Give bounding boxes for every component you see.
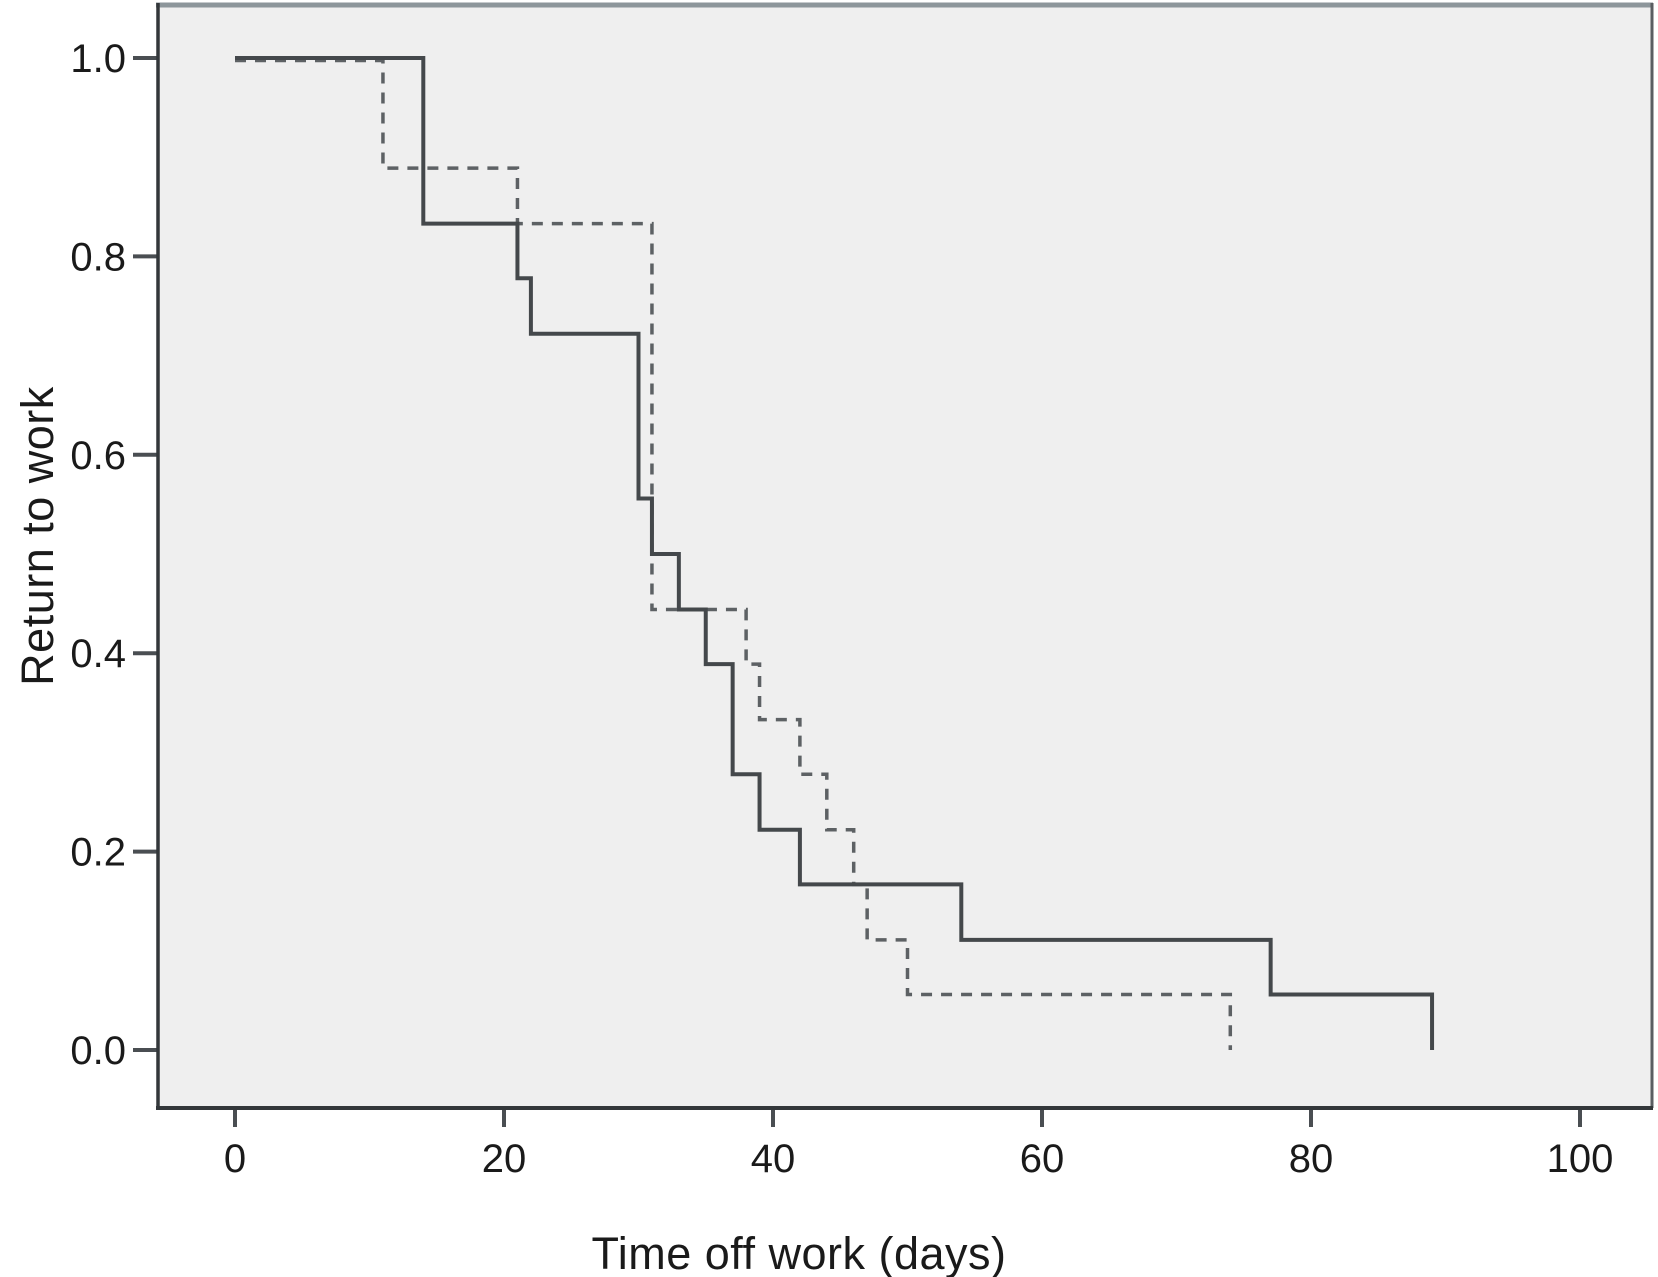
x-tick-label: 80 [1289,1137,1334,1181]
x-tick-label: 100 [1547,1137,1614,1181]
y-tick-label: 0.8 [70,235,126,279]
x-tick-label: 60 [1020,1137,1065,1181]
curve-dashed-group [235,58,1233,1050]
y-tick-label: 0.6 [70,434,126,478]
x-tick-label: 0 [224,1137,246,1181]
plot-area [158,3,1652,1108]
y-tick-label: 0.4 [70,632,126,676]
y-axis-title: Return to work [12,386,63,686]
curve-solid-group [235,56,1435,1050]
y-tick-label: 0.0 [70,1029,126,1073]
x-axis-title: Time off work (days) [591,1228,1007,1277]
y-tick-label: 0.2 [70,831,126,875]
x-tick-label: 40 [751,1137,796,1181]
y-tick-label: 1.0 [70,37,126,81]
x-tick-label: 20 [482,1137,527,1181]
